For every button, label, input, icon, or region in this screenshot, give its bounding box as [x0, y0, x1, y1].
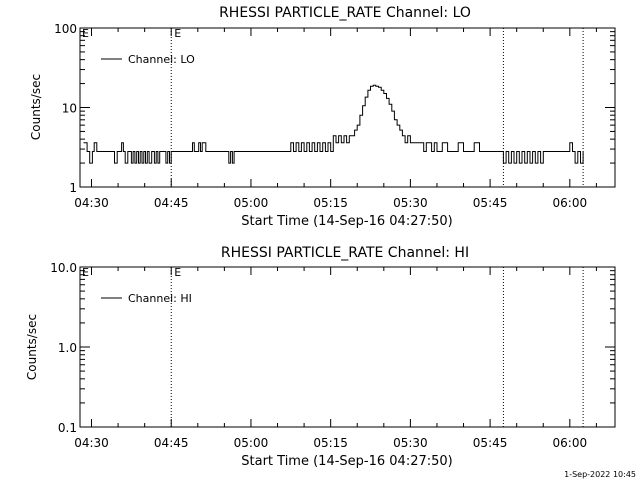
lo-x-axis-label: Start Time (14-Sep-16 04:27:50) [241, 214, 452, 229]
lo-x-tick-label: 05:15 [313, 196, 348, 210]
hi-channel-panel: RHESSI PARTICLE_RATE Channel: HI 04:30 04… [25, 245, 616, 469]
lo-y-axis-label: Counts/sec [29, 74, 43, 140]
hi-x-tick-label: 06:00 [553, 436, 588, 450]
hi-edge-marker-label: E [82, 266, 89, 279]
hi-x-tick-label: 05:15 [313, 436, 348, 450]
hi-chart-title: RHESSI PARTICLE_RATE Channel: HI [221, 245, 469, 261]
hi-y-axis-label: Counts/sec [25, 314, 39, 380]
lo-x-tick-label: 05:45 [473, 196, 508, 210]
lo-y-tick-label: 1 [69, 181, 77, 195]
hi-x-tick-label: 05:00 [234, 436, 269, 450]
hi-plot-frame [79, 266, 616, 428]
hi-x-tick-label: 05:45 [473, 436, 508, 450]
lo-chart-title: RHESSI PARTICLE_RATE Channel: LO [219, 5, 471, 21]
hi-legend-entry: Channel: HI [128, 292, 192, 305]
lo-x-tick-label: 04:30 [74, 196, 109, 210]
hi-x-axis-label: Start Time (14-Sep-16 04:27:50) [241, 454, 452, 469]
lo-channel-panel: RHESSI PARTICLE_RATE Channel: LO 04:30 04… [29, 5, 616, 229]
hi-x-tick-label: 04:30 [74, 436, 109, 450]
hi-vertical-marker-label: E [174, 266, 181, 279]
lo-x-tick-label: 06:00 [553, 196, 588, 210]
lo-x-tick-label: 05:00 [234, 196, 269, 210]
hi-y-tick-label: 1.0 [58, 341, 77, 355]
hi-x-tick-label: 05:30 [393, 436, 428, 450]
plot-timestamp: 1-Sep-2022 10:45 [564, 470, 636, 479]
lo-y-tick-label: 10 [62, 102, 77, 116]
lo-x-tick-label: 05:30 [393, 196, 428, 210]
hi-y-tick-label: 0.1 [58, 421, 77, 435]
hi-y-tick-label: 10.0 [50, 261, 77, 275]
lo-x-tick-label: 04:45 [154, 196, 189, 210]
lo-series-line [83, 84, 584, 164]
lo-plot-frame [79, 27, 616, 188]
lo-y-tick-label: 100 [54, 22, 77, 36]
lo-edge-marker-label: E [82, 27, 89, 40]
hi-x-tick-label: 04:45 [154, 436, 189, 450]
lo-vertical-marker-label: E [174, 27, 181, 40]
lo-legend-entry: Channel: LO [128, 53, 195, 66]
